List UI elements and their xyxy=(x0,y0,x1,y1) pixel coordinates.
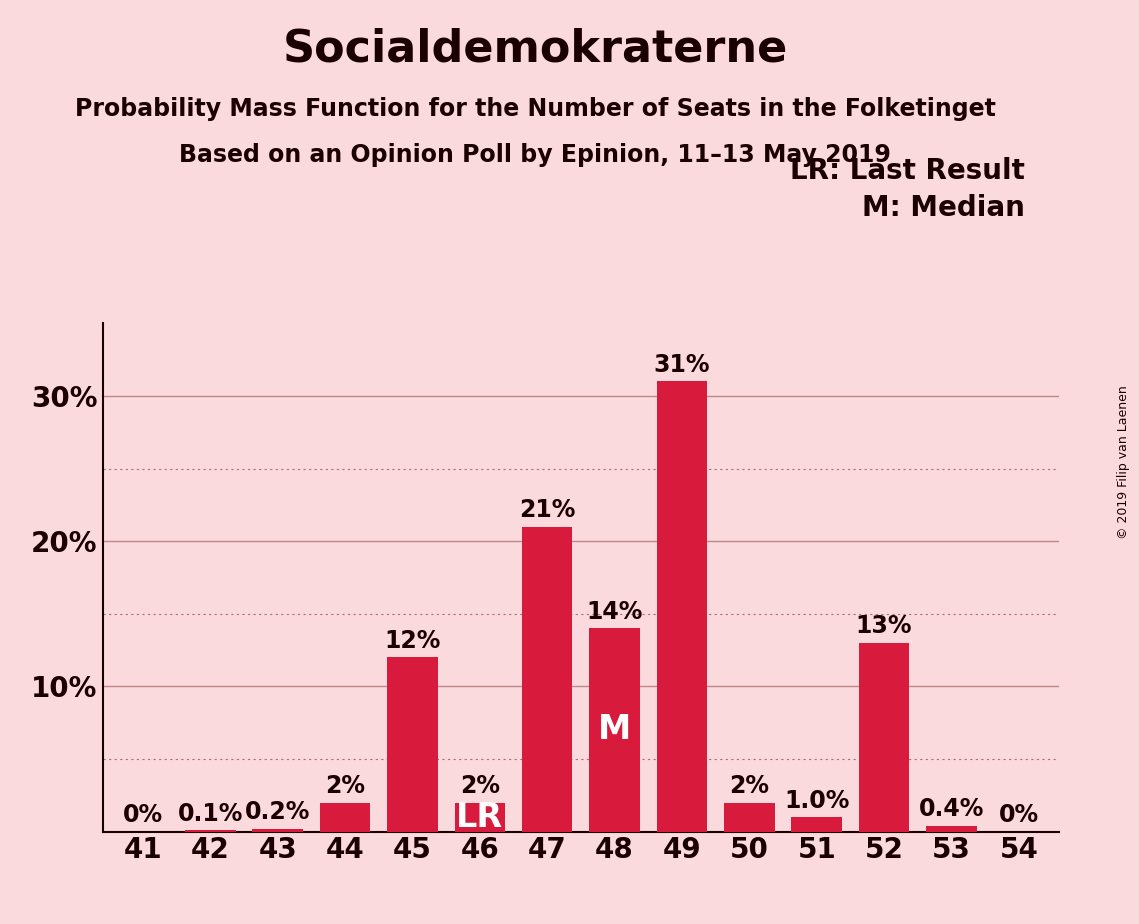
Bar xyxy=(792,817,842,832)
Text: 2%: 2% xyxy=(729,774,769,798)
Text: 0%: 0% xyxy=(123,803,163,827)
Text: 0.2%: 0.2% xyxy=(245,800,311,824)
Text: 14%: 14% xyxy=(587,600,642,624)
Bar xyxy=(387,657,437,832)
Bar xyxy=(185,830,236,832)
Text: Socialdemokraterne: Socialdemokraterne xyxy=(282,28,788,71)
Text: 0.1%: 0.1% xyxy=(178,802,243,826)
Text: 0.4%: 0.4% xyxy=(919,797,984,821)
Text: 2%: 2% xyxy=(325,774,366,798)
Text: 12%: 12% xyxy=(384,629,441,653)
Text: 1.0%: 1.0% xyxy=(784,789,850,813)
Bar xyxy=(320,803,370,832)
Bar xyxy=(454,803,505,832)
Text: 2%: 2% xyxy=(460,774,500,798)
Bar xyxy=(253,829,303,832)
Text: © 2019 Filip van Laenen: © 2019 Filip van Laenen xyxy=(1117,385,1130,539)
Bar xyxy=(589,628,640,832)
Bar xyxy=(926,826,977,832)
Text: Probability Mass Function for the Number of Seats in the Folketinget: Probability Mass Function for the Number… xyxy=(75,97,995,121)
Text: M: Median: M: Median xyxy=(862,194,1025,222)
Text: 13%: 13% xyxy=(855,614,912,638)
Text: LR: LR xyxy=(457,800,503,833)
Text: 31%: 31% xyxy=(654,353,711,377)
Bar xyxy=(522,527,573,832)
Bar xyxy=(657,382,707,832)
Bar xyxy=(859,643,909,832)
Text: 21%: 21% xyxy=(519,498,575,522)
Text: 0%: 0% xyxy=(999,803,1039,827)
Text: Based on an Opinion Poll by Epinion, 11–13 May 2019: Based on an Opinion Poll by Epinion, 11–… xyxy=(179,143,891,167)
Bar xyxy=(724,803,775,832)
Text: LR: Last Result: LR: Last Result xyxy=(790,157,1025,185)
Text: M: M xyxy=(598,713,631,747)
